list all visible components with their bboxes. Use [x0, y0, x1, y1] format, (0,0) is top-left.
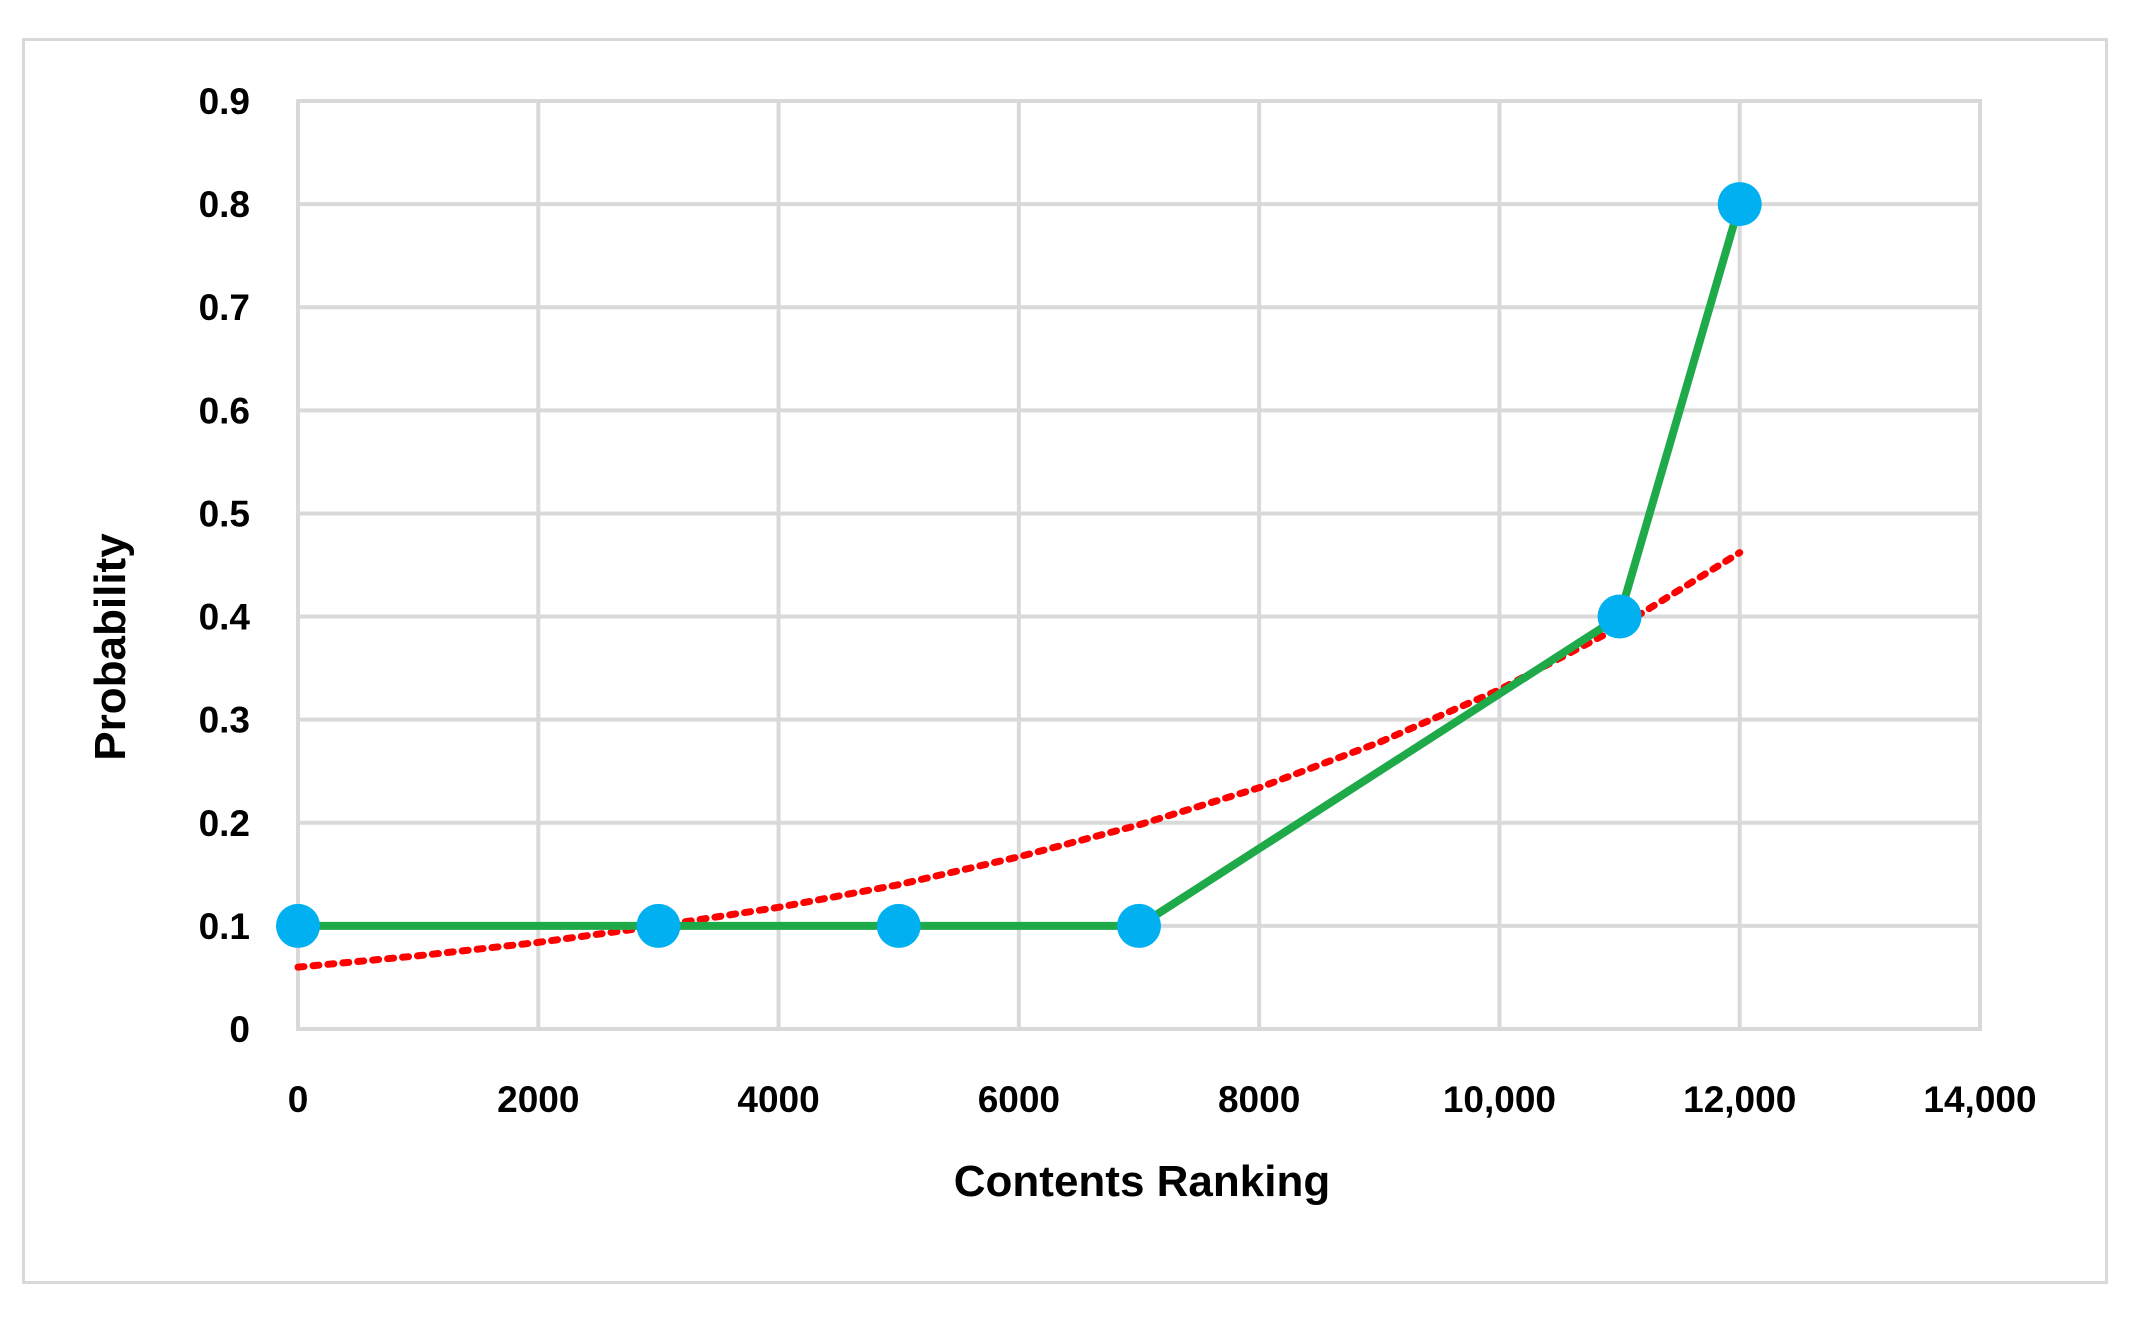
x-axis-tick-labels: 0 2000 4000 6000 8000 10,000 12,000 14,000	[288, 1079, 2037, 1120]
y-tick-label: 0.5	[199, 493, 250, 534]
chart-frame	[22, 38, 2108, 1284]
main-series-line	[298, 202, 1744, 930]
y-tick-label: 0.9	[199, 81, 250, 122]
trendline-series	[294, 549, 1744, 971]
y-tick-label: 0.7	[199, 287, 250, 328]
x-tick-label: 2000	[497, 1079, 579, 1120]
y-tick-label: 0.1	[199, 906, 250, 947]
series-layer	[276, 182, 1762, 971]
y-tick-label: 0.6	[199, 390, 250, 431]
data-point-marker	[1117, 903, 1161, 948]
y-tick-label: 0.2	[199, 803, 250, 844]
plot-area-border	[296, 99, 1982, 1031]
data-point-marker	[1597, 594, 1642, 639]
x-tick-label: 8000	[1218, 1079, 1300, 1120]
x-axis-label: Contents Ranking	[954, 1157, 1330, 1206]
y-tick-label: 0.4	[199, 597, 251, 638]
data-point-marker	[276, 903, 320, 948]
data-point-marker	[1717, 182, 1762, 227]
axes	[296, 99, 1982, 1031]
x-tick-label: 4000	[737, 1079, 819, 1120]
y-axis-label: Probability	[86, 533, 135, 761]
y-tick-label: 0.8	[199, 184, 250, 225]
y-tick-label: 0	[229, 1009, 250, 1050]
y-axis-tick-labels: 0 0.1 0.2 0.3 0.4 0.5 0.6 0.7 0.8 0.9	[199, 81, 251, 1050]
data-point-marker	[876, 903, 921, 948]
y-tick-label: 0.3	[199, 700, 250, 741]
data-point-marker	[636, 903, 681, 948]
x-tick-label: 6000	[978, 1079, 1060, 1120]
x-tick-label: 14,000	[1923, 1079, 2036, 1120]
x-tick-label: 12,000	[1683, 1079, 1796, 1120]
x-tick-label: 0	[288, 1079, 309, 1120]
x-tick-label: 10,000	[1443, 1079, 1556, 1120]
